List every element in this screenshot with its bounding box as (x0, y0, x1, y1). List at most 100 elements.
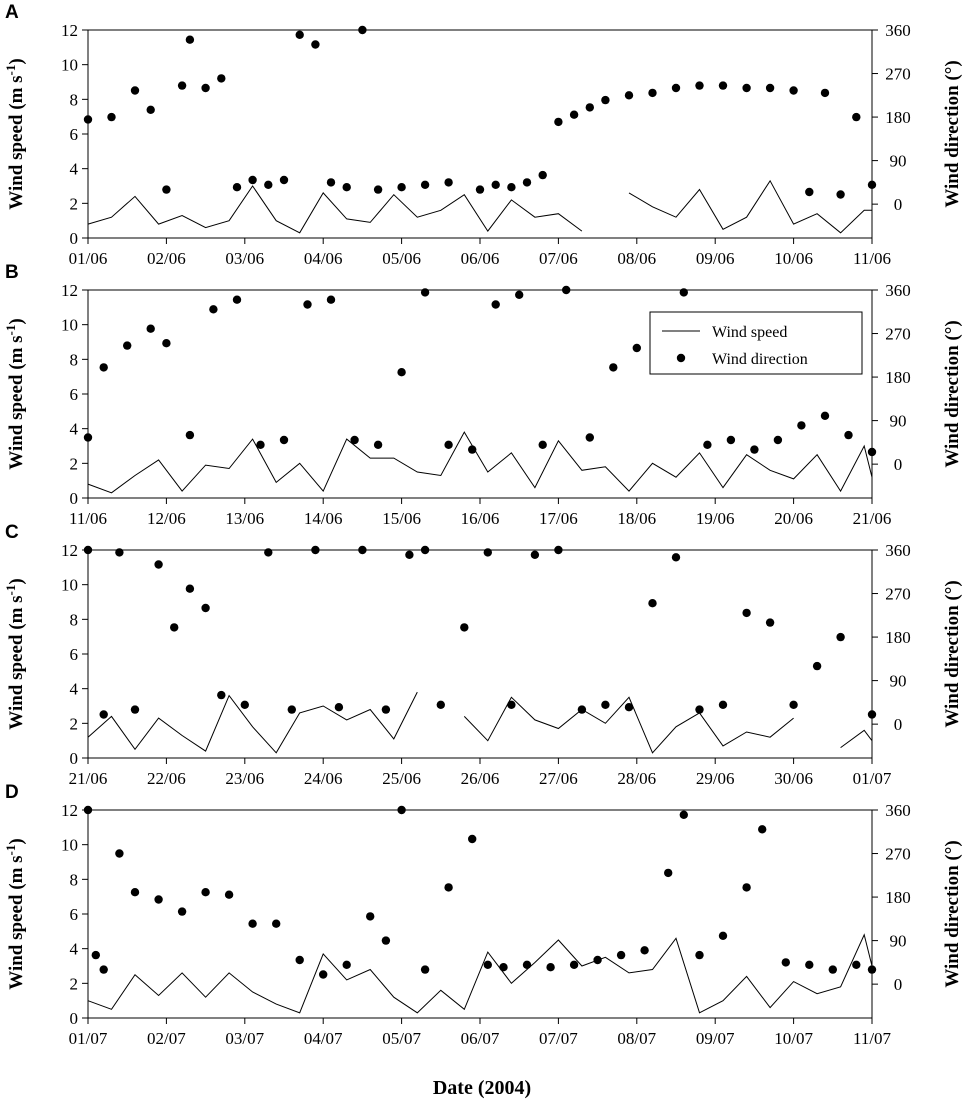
wind-direction-point (334, 703, 344, 712)
left-tick-label: 4 (70, 940, 79, 959)
wind-direction-point (295, 955, 304, 965)
wind-direction-point (836, 190, 845, 199)
left-tick-label: 4 (70, 420, 79, 439)
x-tick-label: 10/07 (774, 1029, 813, 1048)
x-tick-label: 05/07 (382, 1029, 421, 1048)
wind-direction-point (319, 970, 328, 979)
wind-direction-point (569, 960, 579, 969)
wind-direction-point (679, 288, 688, 297)
left-tick-label: 10 (61, 316, 78, 335)
wind-direction-point (83, 805, 93, 815)
wind-direction-point (350, 435, 359, 445)
x-tick-label: 10/06 (774, 249, 813, 268)
wind-direction-point (436, 700, 445, 709)
right-tick-label: 270 (885, 845, 911, 864)
legend-wind-speed: Wind speed (712, 324, 787, 341)
wind-direction-point (444, 440, 453, 449)
wind-direction-point (397, 368, 406, 377)
wind-direction-point (232, 183, 242, 192)
right-tick-label: 0 (894, 195, 903, 214)
right-tick-label: 360 (885, 281, 911, 300)
x-tick-label: 29/06 (696, 769, 735, 788)
wind-direction-point (679, 810, 688, 819)
x-tick-label: 19/06 (696, 509, 735, 528)
wind-direction-point (852, 960, 861, 969)
right-tick-label: 90 (890, 932, 907, 951)
x-tick-label: 21/06 (853, 509, 892, 528)
wind-direction-point (154, 895, 163, 904)
left-tick-label: 12 (61, 281, 78, 300)
legend-box (649, 311, 863, 375)
wind-direction-point (828, 965, 837, 974)
right-tick-label: 360 (885, 21, 911, 40)
left-tick-label: 2 (70, 714, 79, 733)
wind-direction-point (601, 700, 610, 709)
wind-direction-point (554, 545, 563, 555)
wind-direction-point (146, 324, 155, 333)
wind-direction-point (381, 936, 391, 945)
x-tick-label: 23/06 (225, 769, 264, 788)
wind-speed-line (87, 179, 872, 234)
x-tick-label: 05/06 (382, 249, 421, 268)
y2-axis-title: Wind direction (°) (942, 580, 963, 727)
right-tick-label: 270 (885, 325, 911, 344)
x-axis-title: Date (2004) (433, 1077, 531, 1099)
wind-direction-point (248, 919, 257, 928)
wind-direction-point (185, 430, 195, 440)
plot-frame (87, 29, 873, 239)
wind-direction-point (154, 560, 163, 569)
wind-direction-point (718, 931, 728, 940)
left-tick-label: 0 (70, 229, 79, 248)
left-tick-label: 10 (61, 576, 78, 595)
wind-direction-point (624, 703, 634, 712)
wind-direction-point (295, 30, 304, 39)
x-tick-label: 25/06 (382, 769, 421, 788)
x-tick-label: 22/06 (147, 769, 186, 788)
wind-direction-point (326, 178, 336, 187)
wind-direction-point (146, 105, 155, 115)
right-tick-label: 270 (885, 65, 911, 84)
wind-direction-point (217, 690, 226, 700)
left-tick-label: 4 (70, 160, 79, 179)
wind-direction-point (805, 187, 814, 197)
right-tick-label: 0 (894, 975, 903, 994)
wind-direction-point (695, 705, 704, 714)
wind-direction-point (373, 440, 383, 449)
wind-direction-point (115, 548, 124, 557)
x-tick-label: 11/07 (853, 1029, 892, 1048)
panels: A 0 2 4 6 8 10 12 0 90 180 270 360 01/06 02/06 03/06 04/… (3, 2, 963, 1048)
wind-direction-point (381, 705, 391, 714)
wind-direction-point (632, 343, 641, 353)
wind-direction-point (609, 363, 618, 372)
wind-direction-point (468, 834, 477, 844)
right-tick-label: 180 (885, 888, 911, 907)
wind-direction-point (852, 112, 861, 122)
wind-direction-point (758, 825, 767, 834)
wind-direction-point (185, 35, 195, 44)
wind-direction-point (554, 117, 563, 127)
panel-b: B 0 2 4 6 8 10 12 0 90 180 270 360 11/06 12/06 13/06 14/… (3, 262, 963, 528)
wind-direction-point (820, 411, 830, 420)
wind-direction-point (444, 178, 453, 187)
wind-direction-point (867, 180, 877, 189)
wind-direction-point (170, 623, 179, 632)
wind-direction-point (326, 295, 336, 304)
wind-direction-point (177, 907, 187, 916)
wind-direction-point (624, 91, 634, 100)
right-tick-label: 360 (885, 801, 911, 820)
wind-direction-point (585, 103, 594, 112)
plot-frame (87, 549, 873, 759)
x-tick-label: 07/06 (539, 249, 578, 268)
wind-direction-point (83, 433, 93, 442)
y-axis-title: Wind speed (m s-1) (3, 838, 27, 989)
right-tick-label: 90 (890, 412, 907, 431)
wind-direction-point (83, 545, 93, 555)
x-tick-label: 08/07 (617, 1029, 656, 1048)
wind-direction-point (248, 175, 257, 185)
wind-direction-point (742, 883, 751, 892)
wind-direction-point (765, 618, 775, 627)
wind-direction-point (444, 883, 453, 892)
wind-direction-point (405, 550, 414, 559)
x-tick-label: 02/07 (147, 1029, 186, 1048)
